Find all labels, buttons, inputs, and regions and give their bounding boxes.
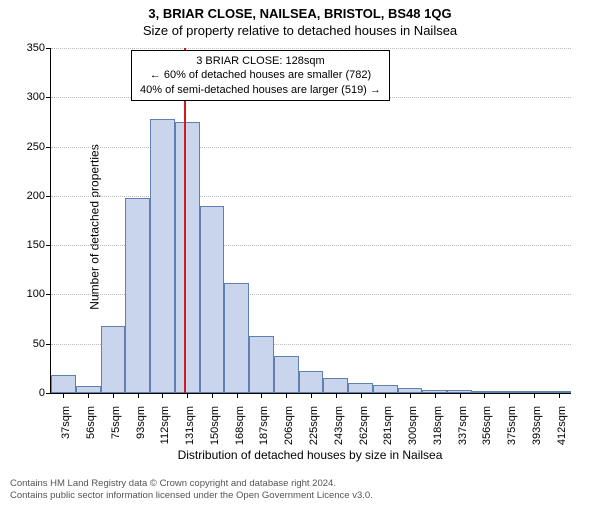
xtick-mark bbox=[534, 393, 535, 398]
ytick-mark bbox=[46, 196, 51, 197]
xtick-mark bbox=[361, 393, 362, 398]
histogram-bar bbox=[150, 119, 175, 393]
xtick-mark bbox=[286, 393, 287, 398]
xtick-mark bbox=[559, 393, 560, 398]
callout-box: 3 BRIAR CLOSE: 128sqm ← 60% of detached … bbox=[131, 50, 390, 101]
footer-line-2: Contains public sector information licen… bbox=[10, 490, 373, 502]
histogram-bar bbox=[249, 336, 274, 393]
xtick-mark bbox=[88, 393, 89, 398]
ytick-label: 250 bbox=[15, 141, 45, 153]
histogram-bar bbox=[175, 122, 200, 393]
histogram-bar bbox=[125, 198, 150, 393]
xtick-mark bbox=[162, 393, 163, 398]
xtick-mark bbox=[435, 393, 436, 398]
callout-line-3: 40% of semi-detached houses are larger (… bbox=[140, 83, 381, 97]
xtick-mark bbox=[212, 393, 213, 398]
xtick-mark bbox=[261, 393, 262, 398]
ytick-mark bbox=[46, 147, 51, 148]
xtick-mark bbox=[237, 393, 238, 398]
histogram-bar bbox=[323, 378, 348, 393]
xtick-mark bbox=[509, 393, 510, 398]
grid-line bbox=[51, 196, 571, 197]
footer-line-1: Contains HM Land Registry data © Crown c… bbox=[10, 478, 373, 490]
ytick-label: 150 bbox=[15, 239, 45, 251]
xtick-mark bbox=[484, 393, 485, 398]
histogram-bar bbox=[101, 326, 126, 393]
histogram-bar bbox=[348, 383, 373, 393]
ytick-mark bbox=[46, 48, 51, 49]
ytick-label: 50 bbox=[15, 338, 45, 350]
xtick-mark bbox=[138, 393, 139, 398]
ytick-mark bbox=[46, 245, 51, 246]
histogram-bar bbox=[224, 283, 249, 393]
xtick-mark bbox=[187, 393, 188, 398]
ytick-mark bbox=[46, 344, 51, 345]
histogram-bar bbox=[373, 385, 398, 393]
xtick-mark bbox=[385, 393, 386, 398]
ytick-label: 0 bbox=[15, 387, 45, 399]
x-axis-label: Distribution of detached houses by size … bbox=[50, 448, 570, 482]
ytick-mark bbox=[46, 294, 51, 295]
xtick-mark bbox=[113, 393, 114, 398]
histogram-bar bbox=[51, 375, 76, 393]
xtick-mark bbox=[410, 393, 411, 398]
xtick-mark bbox=[336, 393, 337, 398]
chart-container: Number of detached properties 3 BRIAR CL… bbox=[50, 48, 580, 428]
xtick-mark bbox=[311, 393, 312, 398]
callout-line-2: ← 60% of detached houses are smaller (78… bbox=[140, 68, 381, 82]
ytick-mark bbox=[46, 97, 51, 98]
callout-line-1: 3 BRIAR CLOSE: 128sqm bbox=[140, 54, 381, 68]
ytick-label: 100 bbox=[15, 288, 45, 300]
grid-line bbox=[51, 147, 571, 148]
histogram-bar bbox=[200, 206, 225, 393]
xtick-mark bbox=[63, 393, 64, 398]
histogram-bar bbox=[299, 371, 324, 393]
footer-attribution: Contains HM Land Registry data © Crown c… bbox=[10, 478, 373, 502]
ytick-label: 200 bbox=[15, 190, 45, 202]
title-sub: Size of property relative to detached ho… bbox=[0, 23, 600, 38]
histogram-bar bbox=[76, 386, 101, 393]
title-main: 3, BRIAR CLOSE, NAILSEA, BRISTOL, BS48 1… bbox=[0, 6, 600, 21]
xtick-mark bbox=[460, 393, 461, 398]
ytick-label: 350 bbox=[15, 42, 45, 54]
ytick-label: 300 bbox=[15, 91, 45, 103]
histogram-bar bbox=[274, 356, 299, 393]
plot-area: 3 BRIAR CLOSE: 128sqm ← 60% of detached … bbox=[50, 48, 571, 394]
ytick-mark bbox=[46, 393, 51, 394]
grid-line bbox=[51, 48, 571, 49]
